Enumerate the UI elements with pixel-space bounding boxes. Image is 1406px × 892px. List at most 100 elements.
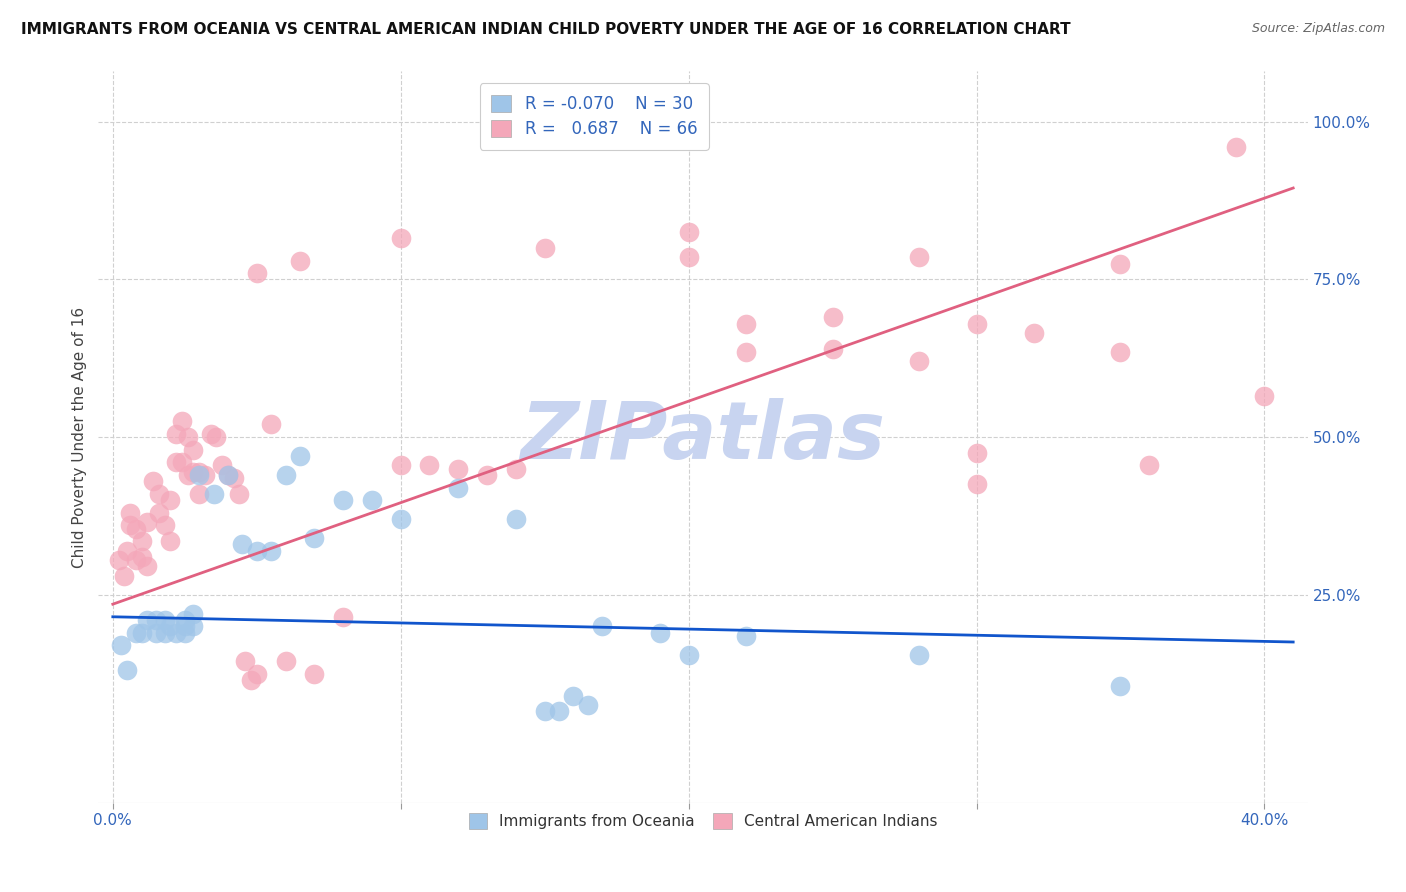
- Point: [205, 430, 228, 444]
- Point: [183, 619, 205, 633]
- Point: [735, 317, 758, 331]
- Point: [188, 487, 211, 501]
- Point: [145, 613, 167, 627]
- Point: [217, 467, 239, 482]
- Point: [505, 461, 527, 475]
- Point: [159, 619, 181, 633]
- Point: [389, 231, 412, 245]
- Point: [183, 607, 205, 621]
- Point: [1109, 679, 1132, 693]
- Point: [1109, 257, 1132, 271]
- Point: [183, 465, 205, 479]
- Point: [125, 521, 148, 535]
- Point: [260, 543, 283, 558]
- Point: [246, 666, 269, 681]
- Point: [548, 705, 571, 719]
- Point: [304, 531, 326, 545]
- Point: [173, 613, 195, 627]
- Point: [304, 666, 326, 681]
- Point: [821, 342, 844, 356]
- Point: [173, 625, 195, 640]
- Point: [1022, 326, 1045, 340]
- Point: [475, 467, 498, 482]
- Point: [125, 553, 148, 567]
- Text: IMMIGRANTS FROM OCEANIA VS CENTRAL AMERICAN INDIAN CHILD POVERTY UNDER THE AGE O: IMMIGRANTS FROM OCEANIA VS CENTRAL AMERI…: [21, 22, 1071, 37]
- Point: [966, 446, 988, 460]
- Point: [159, 534, 181, 549]
- Legend: Immigrants from Oceania, Central American Indians: Immigrants from Oceania, Central America…: [463, 807, 943, 836]
- Text: ZIPatlas: ZIPatlas: [520, 398, 886, 476]
- Point: [148, 506, 170, 520]
- Point: [562, 689, 585, 703]
- Point: [142, 474, 165, 488]
- Text: Source: ZipAtlas.com: Source: ZipAtlas.com: [1251, 22, 1385, 36]
- Point: [136, 613, 159, 627]
- Point: [361, 493, 384, 508]
- Point: [188, 465, 211, 479]
- Point: [217, 467, 239, 482]
- Point: [648, 625, 671, 640]
- Point: [389, 458, 412, 473]
- Point: [966, 317, 988, 331]
- Point: [332, 609, 354, 624]
- Point: [136, 559, 159, 574]
- Point: [246, 266, 269, 280]
- Point: [447, 481, 470, 495]
- Point: [165, 455, 187, 469]
- Point: [153, 613, 176, 627]
- Point: [240, 673, 263, 687]
- Y-axis label: Child Poverty Under the Age of 16: Child Poverty Under the Age of 16: [72, 307, 87, 567]
- Point: [678, 225, 700, 239]
- Point: [202, 487, 225, 501]
- Point: [153, 518, 176, 533]
- Point: [194, 467, 217, 482]
- Point: [418, 458, 440, 473]
- Point: [533, 705, 555, 719]
- Point: [228, 487, 250, 501]
- Point: [821, 310, 844, 325]
- Point: [211, 458, 233, 473]
- Point: [165, 426, 187, 441]
- Point: [131, 549, 153, 564]
- Point: [115, 664, 138, 678]
- Point: [274, 467, 297, 482]
- Point: [1137, 458, 1160, 473]
- Point: [389, 512, 412, 526]
- Point: [165, 625, 187, 640]
- Point: [233, 654, 256, 668]
- Point: [576, 698, 599, 712]
- Point: [1109, 345, 1132, 359]
- Point: [1225, 140, 1247, 154]
- Point: [678, 251, 700, 265]
- Point: [735, 345, 758, 359]
- Point: [288, 449, 311, 463]
- Point: [170, 455, 193, 469]
- Point: [120, 518, 142, 533]
- Point: [159, 493, 181, 508]
- Point: [153, 625, 176, 640]
- Point: [136, 515, 159, 529]
- Point: [131, 625, 153, 640]
- Point: [222, 471, 245, 485]
- Point: [288, 253, 311, 268]
- Point: [145, 625, 167, 640]
- Point: [173, 619, 195, 633]
- Point: [591, 619, 613, 633]
- Point: [260, 417, 283, 432]
- Point: [966, 477, 988, 491]
- Point: [908, 648, 931, 662]
- Point: [188, 467, 211, 482]
- Point: [110, 638, 132, 652]
- Point: [908, 354, 931, 368]
- Point: [125, 625, 148, 640]
- Point: [505, 512, 527, 526]
- Point: [533, 241, 555, 255]
- Point: [183, 442, 205, 457]
- Point: [246, 543, 269, 558]
- Point: [678, 648, 700, 662]
- Point: [176, 467, 198, 482]
- Point: [107, 553, 129, 567]
- Point: [735, 629, 758, 643]
- Point: [1253, 389, 1275, 403]
- Point: [908, 251, 931, 265]
